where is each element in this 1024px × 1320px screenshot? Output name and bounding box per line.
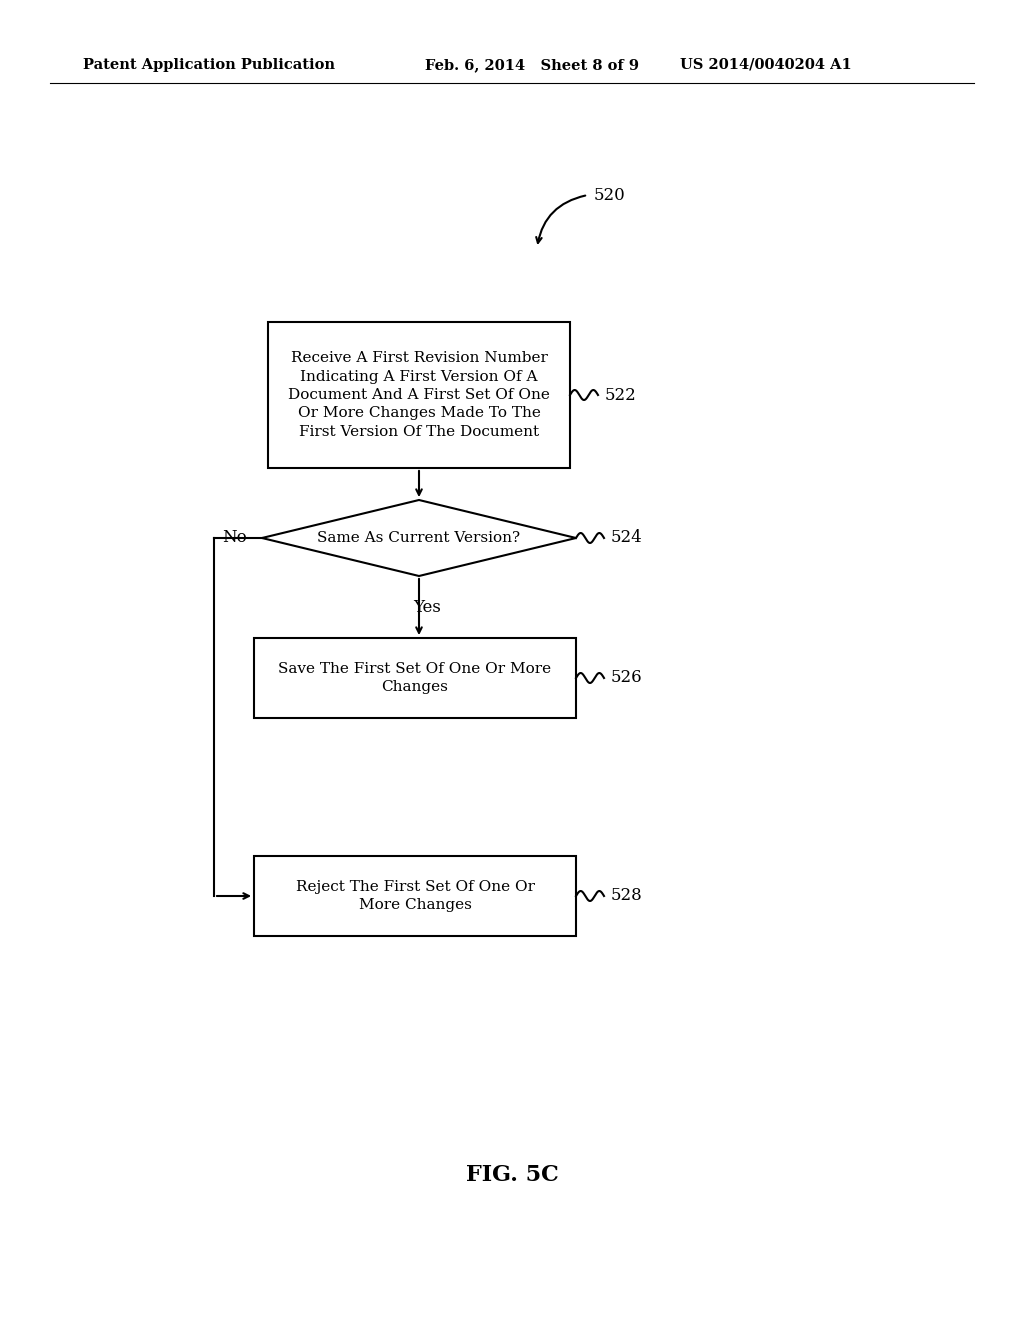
Text: 522: 522: [605, 387, 637, 404]
Text: US 2014/0040204 A1: US 2014/0040204 A1: [680, 58, 852, 73]
Text: Patent Application Publication: Patent Application Publication: [83, 58, 335, 73]
Bar: [268, 322, 570, 469]
Text: Yes: Yes: [413, 599, 441, 616]
Bar: [254, 638, 575, 718]
Text: Reject The First Set Of One Or
More Changes: Reject The First Set Of One Or More Chan…: [296, 880, 535, 912]
Text: 528: 528: [611, 887, 643, 904]
Text: 520: 520: [594, 186, 626, 203]
Bar: [254, 855, 575, 936]
Text: No: No: [222, 529, 247, 546]
Text: 526: 526: [611, 669, 643, 686]
Text: Same As Current Version?: Same As Current Version?: [317, 531, 520, 545]
Text: Feb. 6, 2014   Sheet 8 of 9: Feb. 6, 2014 Sheet 8 of 9: [425, 58, 639, 73]
Text: 524: 524: [611, 529, 643, 546]
Polygon shape: [262, 500, 575, 576]
Text: FIG. 5C: FIG. 5C: [466, 1164, 558, 1185]
Text: Save The First Set Of One Or More
Changes: Save The First Set Of One Or More Change…: [279, 661, 552, 694]
Text: Receive A First Revision Number
Indicating A First Version Of A
Document And A F: Receive A First Revision Number Indicati…: [288, 351, 550, 438]
